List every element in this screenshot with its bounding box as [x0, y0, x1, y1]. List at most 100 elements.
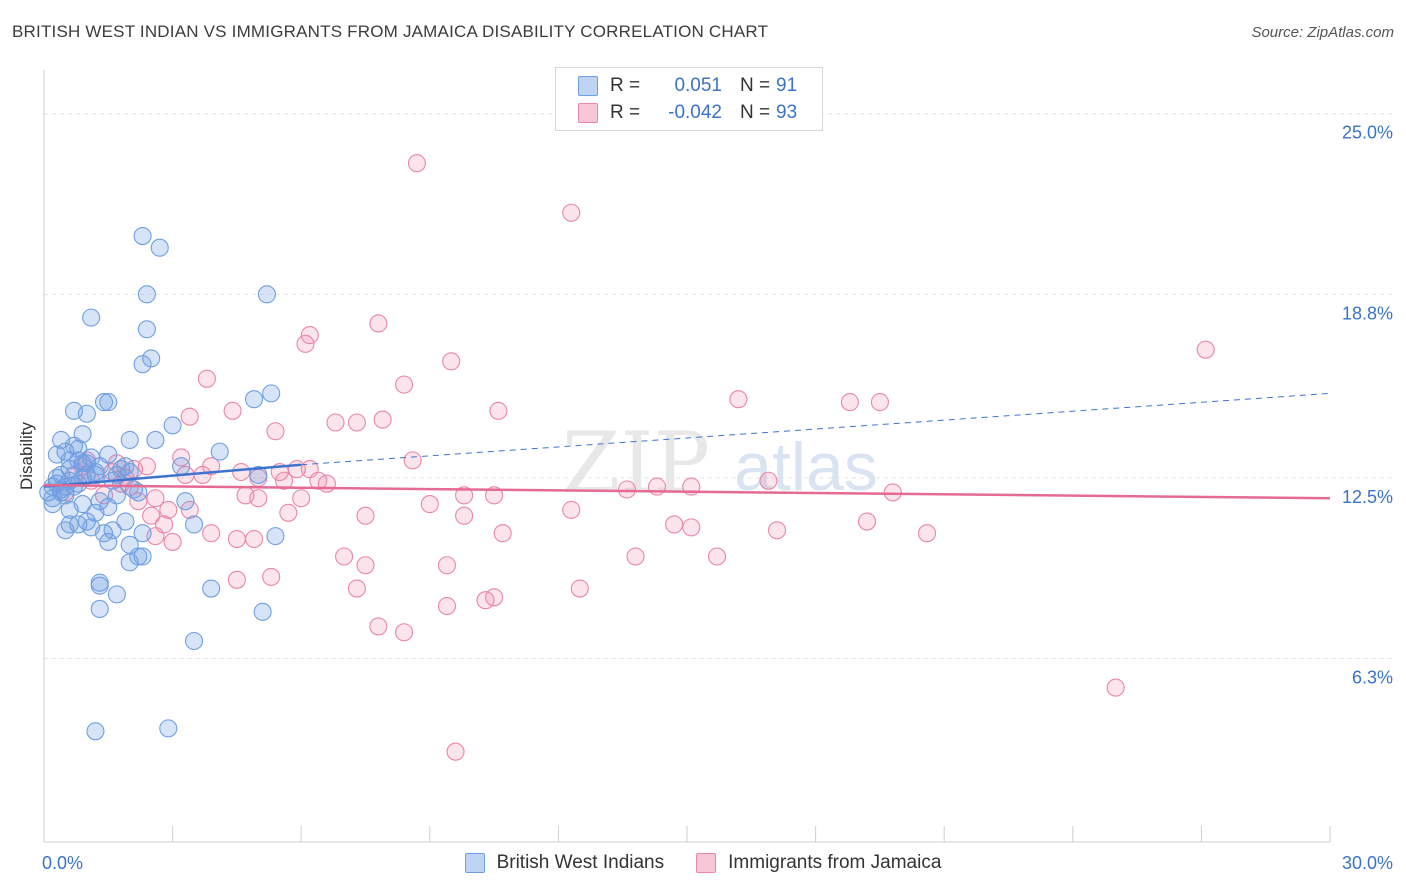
data-point	[73, 425, 92, 444]
x-tick-label-max: 30.0%	[1342, 853, 1393, 873]
bottom-legend-item-immigrants-from-jamaica: Immigrants from Jamaica	[696, 852, 941, 874]
data-point	[94, 393, 114, 412]
data-point	[446, 742, 465, 761]
data-point	[840, 393, 859, 412]
data-point	[665, 515, 684, 534]
data-point	[356, 556, 375, 575]
data-point	[107, 585, 126, 604]
data-point	[197, 369, 216, 388]
data-point	[60, 451, 79, 470]
data-point	[437, 556, 456, 575]
data-point	[562, 203, 581, 222]
data-point	[52, 430, 71, 450]
data-point	[129, 547, 148, 566]
bottom-legend: British West Indians Immigrants from Jam…	[0, 852, 1406, 874]
data-point	[373, 410, 392, 429]
data-point	[249, 489, 268, 508]
data-point	[249, 465, 268, 484]
legend-swatch-pink	[578, 103, 598, 123]
data-point	[707, 547, 727, 566]
trendline-blue-extension	[301, 392, 1331, 466]
data-point	[99, 532, 118, 551]
data-point	[180, 407, 199, 426]
data-point	[103, 521, 122, 540]
x-tick-label-min: 0.0%	[42, 853, 83, 873]
data-point	[86, 722, 105, 741]
data-point	[279, 503, 298, 522]
data-point	[347, 579, 366, 598]
legend-n-label: N =	[740, 102, 771, 123]
data-point	[870, 393, 889, 412]
data-point	[133, 547, 152, 566]
data-point	[570, 579, 589, 598]
data-point	[369, 314, 388, 333]
data-point	[407, 154, 426, 173]
data-point	[99, 445, 118, 464]
data-point	[176, 492, 195, 511]
data-point	[455, 506, 474, 525]
trendline-pink	[43, 483, 1331, 500]
data-point	[729, 390, 748, 409]
data-point	[485, 486, 504, 505]
data-point	[617, 480, 637, 499]
data-point	[489, 401, 508, 420]
data-point	[142, 349, 161, 368]
data-point	[275, 471, 294, 490]
legend-swatch-blue	[578, 76, 598, 96]
data-point	[420, 495, 439, 514]
data-point	[202, 524, 221, 543]
data-point	[253, 602, 272, 621]
data-point	[223, 401, 242, 420]
watermark-zip: ZIP	[562, 414, 710, 512]
data-point	[244, 390, 264, 409]
y-tick-label: 12.5%	[1342, 487, 1393, 507]
data-point	[77, 404, 96, 423]
data-point	[257, 285, 276, 304]
correlation-legend: R = 0.051 N = 91 R = -0.042 N = 93	[555, 67, 823, 131]
data-point	[120, 430, 139, 450]
data-point	[133, 524, 152, 543]
data-point	[369, 617, 388, 636]
legend-r-label: R =	[610, 102, 641, 123]
data-point	[82, 308, 101, 327]
data-point	[163, 416, 182, 435]
legend-r-value: 0.051	[674, 75, 722, 96]
data-point	[202, 457, 221, 476]
legend-n-value: 93	[776, 102, 798, 123]
bottom-legend-label: Immigrants from Jamaica	[728, 852, 942, 873]
data-point	[266, 527, 285, 546]
data-point	[455, 486, 474, 505]
data-point	[317, 474, 336, 493]
legend-row-immigrants-from-jamaica: R = -0.042 N = 93	[578, 101, 797, 125]
data-point	[296, 334, 315, 353]
y-tick-label: 6.3%	[1352, 667, 1393, 687]
data-point	[180, 500, 199, 519]
legend-r-label: R =	[610, 75, 641, 96]
y-tick-label: 18.8%	[1342, 303, 1393, 323]
data-point	[227, 529, 246, 549]
data-point	[437, 596, 456, 616]
data-point	[227, 570, 246, 589]
data-point	[184, 515, 204, 534]
data-point	[292, 489, 311, 508]
data-point	[395, 375, 414, 394]
data-point	[266, 422, 285, 441]
legend-r-value: -0.042	[668, 102, 722, 123]
y-tick-label: 25.0%	[1342, 123, 1393, 143]
data-point	[202, 579, 221, 598]
data-point	[137, 320, 156, 339]
data-point	[142, 506, 161, 525]
data-point	[485, 588, 504, 607]
data-point	[682, 518, 701, 537]
data-point	[99, 393, 118, 412]
data-point	[347, 413, 366, 432]
data-point	[133, 227, 152, 246]
data-point	[124, 480, 144, 499]
data-point	[335, 547, 354, 566]
series-immigrants-from-jamaica	[56, 154, 1215, 761]
data-point	[759, 471, 778, 490]
data-point	[159, 500, 178, 519]
data-point	[300, 326, 319, 345]
data-point	[626, 547, 645, 566]
